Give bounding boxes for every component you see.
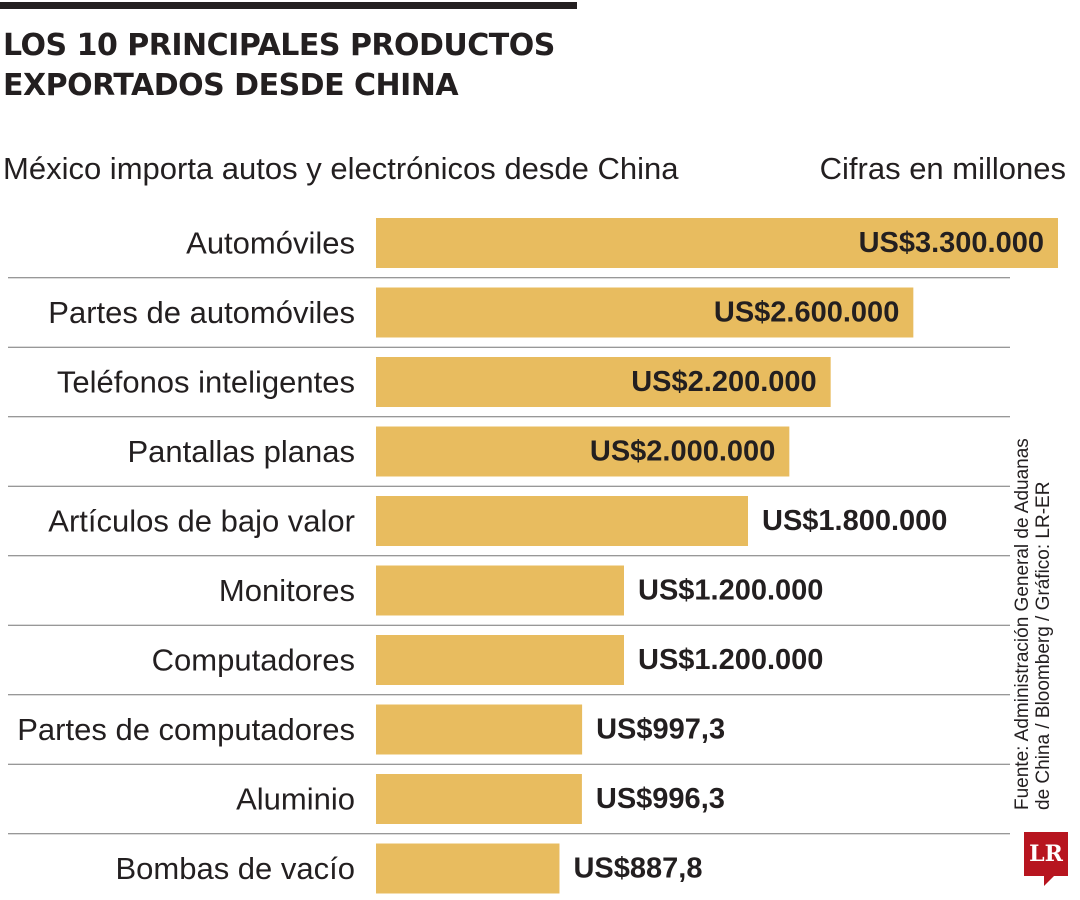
value-label: US$997,3	[596, 714, 725, 746]
category-label: Monitores	[219, 573, 355, 608]
bar	[376, 843, 560, 894]
category-label: Bombas de vacío	[115, 851, 355, 886]
value-label: US$2.000.000	[590, 436, 775, 468]
lr-logo-tail	[1044, 876, 1054, 886]
source-line-1: Fuente: Administración General de Aduana…	[1012, 438, 1033, 810]
category-label: Aluminio	[236, 782, 355, 817]
source-note: Fuente: Administración General de Aduana…	[1012, 380, 1080, 810]
value-label: US$1.800.000	[762, 505, 947, 537]
bar	[376, 565, 624, 616]
bar	[376, 496, 748, 546]
category-label: Partes de automóviles	[48, 295, 355, 330]
lr-logo: LR	[1024, 832, 1068, 876]
chart-subtitle: México importa autos y electrónicos desd…	[3, 151, 679, 186]
top-rule	[0, 2, 577, 9]
value-label: US$2.600.000	[714, 297, 899, 329]
units-note: Cifras en millones	[819, 151, 1066, 186]
category-label: Partes de computadores	[17, 712, 355, 747]
value-label: US$1.200.000	[638, 644, 823, 676]
chart-title: LOS 10 PRINCIPALES PRODUCTOS EXPORTADOS …	[3, 28, 555, 103]
value-label: US$996,3	[596, 783, 725, 815]
category-label: Computadores	[152, 643, 355, 678]
bar	[376, 218, 1058, 268]
category-label: Pantallas planas	[128, 434, 356, 469]
source-line-2: de China / Bloomberg / Gráfico: LR-ER	[1033, 481, 1054, 810]
category-label: Automóviles	[186, 226, 355, 261]
bar-chart: Automóviles US$3.300.000 Partes de automóv…	[8, 218, 1058, 894]
value-label: US$3.300.000	[859, 227, 1044, 259]
category-label: Teléfonos inteligentes	[57, 365, 355, 400]
bar	[376, 426, 790, 477]
category-label: Artículos de bajo valor	[48, 504, 355, 539]
value-label: US$887,8	[573, 853, 702, 885]
bar	[376, 704, 583, 755]
value-label: US$1.200.000	[638, 575, 823, 607]
bar	[376, 635, 624, 685]
bar	[376, 774, 582, 824]
bar	[376, 357, 831, 407]
bar	[376, 287, 914, 338]
value-label: US$2.200.000	[631, 366, 816, 398]
